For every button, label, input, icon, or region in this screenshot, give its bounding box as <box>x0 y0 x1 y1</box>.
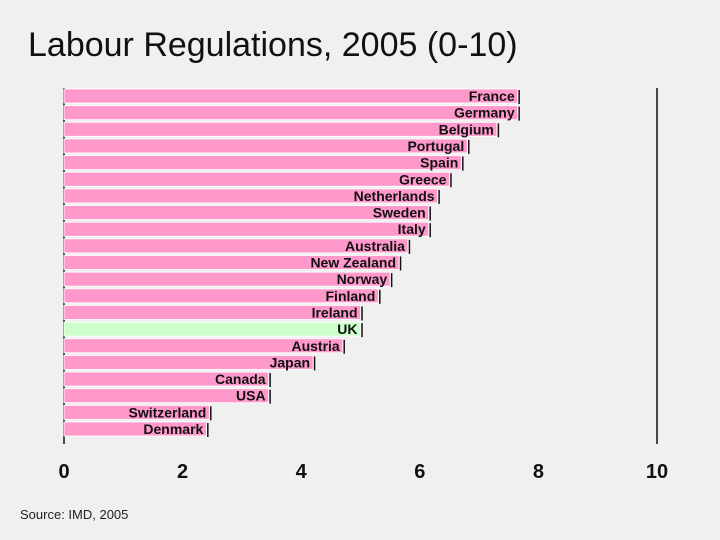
bar-portugal <box>63 138 468 154</box>
x-tick-label-0: 0 <box>58 461 69 483</box>
bar-ireland <box>63 305 361 320</box>
bar-netherlands <box>63 188 438 204</box>
bar-japan <box>63 354 314 370</box>
bar-france <box>63 88 519 104</box>
bar-usa <box>63 388 269 404</box>
bar-label-japan: Japan <box>270 354 310 370</box>
bar-norway <box>63 271 391 287</box>
bar-label-norway: Norway <box>337 271 388 287</box>
bar-finland <box>63 288 379 304</box>
bar-belgium <box>63 121 498 137</box>
chart-title: Labour Regulations, 2005 (0-10) <box>28 26 518 64</box>
bar-label-france: France <box>469 88 515 104</box>
bar-label-sweden: Sweden <box>373 205 426 221</box>
bar-sweden <box>63 205 430 220</box>
bar-label-italy: Italy <box>398 221 426 237</box>
bar-label-greece: Greece <box>399 171 447 187</box>
bar-label-belgium: Belgium <box>439 121 494 137</box>
bar-label-australia: Australia <box>345 238 405 254</box>
bar-label-switzerland: Switzerland <box>128 404 206 420</box>
bar-label-spain: Spain <box>420 155 458 171</box>
bar-label-netherlands: Netherlands <box>354 188 435 204</box>
bar-label-finland: Finland <box>326 288 376 304</box>
x-tick-label-10: 10 <box>646 461 668 483</box>
x-tick-label-6: 6 <box>414 461 425 483</box>
x-tick-labels: 0 2 4 6 8 10 <box>58 461 668 483</box>
bar-austria <box>63 338 344 354</box>
bars-group: FranceGermanyBelgiumPortugalSpainGreeceN… <box>63 88 520 437</box>
bar-italy <box>63 221 430 237</box>
bar-greece <box>63 171 450 187</box>
bar-uk <box>63 321 361 337</box>
bar-label-austria: Austria <box>291 338 339 354</box>
source-note: Source: IMD, 2005 <box>20 507 129 522</box>
bar-denmark <box>63 421 207 437</box>
bar-label-new-zealand: New Zealand <box>310 255 396 271</box>
bar-switzerland <box>63 404 210 420</box>
x-tick-label-2: 2 <box>177 461 188 483</box>
bar-label-uk: UK <box>337 321 357 337</box>
x-tick-label-4: 4 <box>296 461 308 483</box>
bar-germany <box>63 105 519 121</box>
bar-label-portugal: Portugal <box>407 138 464 154</box>
bar-new-zealand <box>63 255 400 270</box>
bar-label-denmark: Denmark <box>143 421 203 437</box>
bar-label-ireland: Ireland <box>312 304 358 320</box>
bar-canada <box>63 371 269 387</box>
bar-label-canada: Canada <box>215 371 266 387</box>
bar-australia <box>63 238 409 254</box>
bar-label-usa: USA <box>236 388 266 404</box>
bar-label-germany: Germany <box>454 105 515 121</box>
x-tick-label-8: 8 <box>533 461 544 483</box>
bar-spain <box>63 155 462 171</box>
